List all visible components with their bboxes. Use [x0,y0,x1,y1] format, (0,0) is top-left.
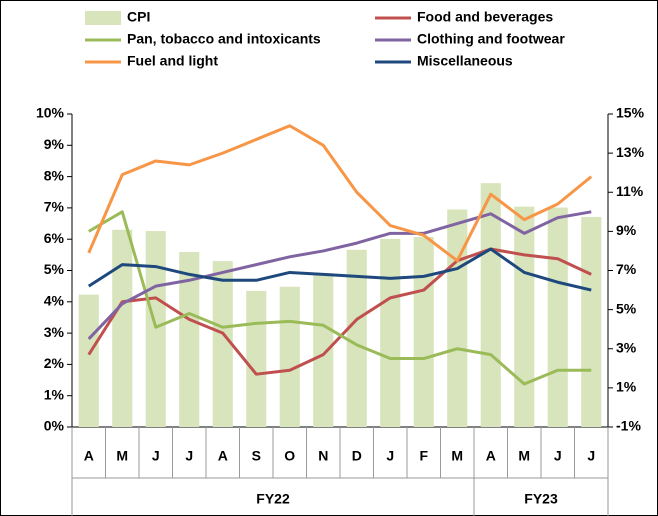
legend-label: Food and beverages [417,9,553,25]
bar [413,237,434,427]
x-tick-label: N [318,448,328,464]
bar [112,229,133,427]
legend-label: Miscellaneous [417,53,513,69]
x-tick-label: J [554,448,562,464]
y2-tick-label: 3% [616,339,637,355]
line [87,247,592,376]
legend-label: Clothing and footwear [417,31,565,47]
line [87,210,592,386]
x-tick-label: M [518,448,530,464]
y-tick-label: 5% [44,261,65,277]
y-tick-label: 2% [44,355,65,371]
x-tick-label: A [218,448,228,464]
y2-tick-label: 13% [616,144,645,160]
y2-tick-label: 11% [616,183,644,199]
y-tick-label: 4% [44,293,65,309]
x-tick-label: D [352,448,362,464]
legend-label: Fuel and light [127,53,218,69]
bar [313,273,334,427]
y2-tick-label: 9% [616,222,637,238]
x-tick-label: F [419,448,428,464]
bar [514,206,535,427]
bar [480,183,501,427]
x-tick-label: M [451,448,463,464]
line [87,210,592,341]
bar [212,261,233,427]
x-tick-label: A [84,448,94,464]
x-tick-label: O [284,448,295,464]
y-tick-label: 8% [44,167,65,183]
y-tick-label: 6% [44,230,65,246]
x-tick-label: J [587,448,595,464]
bar [279,286,300,427]
y-tick-label: 10% [36,105,65,121]
legend-label: CPI [127,9,150,25]
group-label: FY23 [524,491,558,507]
bar [346,249,367,427]
x-tick-label: S [252,448,261,464]
legend-swatch [85,11,121,25]
line [87,247,592,292]
x-tick-label: M [116,448,128,464]
bar [78,294,99,427]
legend-label: Pan, tobacco and intoxicants [127,31,321,47]
line [87,124,593,263]
x-tick-label: J [152,448,160,464]
bar [145,231,166,427]
bar [246,290,267,427]
group-label: FY22 [256,491,290,507]
bar [380,238,401,427]
bar [581,216,602,427]
y-tick-label: 9% [44,136,65,152]
bar [447,209,468,427]
x-tick-label: J [386,448,394,464]
y2-tick-label: 7% [616,261,637,277]
bar [179,252,200,427]
y2-tick-label: 1% [616,379,637,395]
bar [547,207,568,427]
y-tick-label: 1% [44,386,65,402]
y2-tick-label: -1% [616,418,641,434]
y-tick-label: 3% [44,324,65,340]
y2-tick-label: 15% [616,105,645,121]
y-tick-label: 0% [44,418,65,434]
y2-tick-label: 5% [616,300,637,316]
y-tick-label: 7% [44,199,65,215]
x-tick-label: A [486,448,496,464]
x-tick-label: J [185,448,193,464]
